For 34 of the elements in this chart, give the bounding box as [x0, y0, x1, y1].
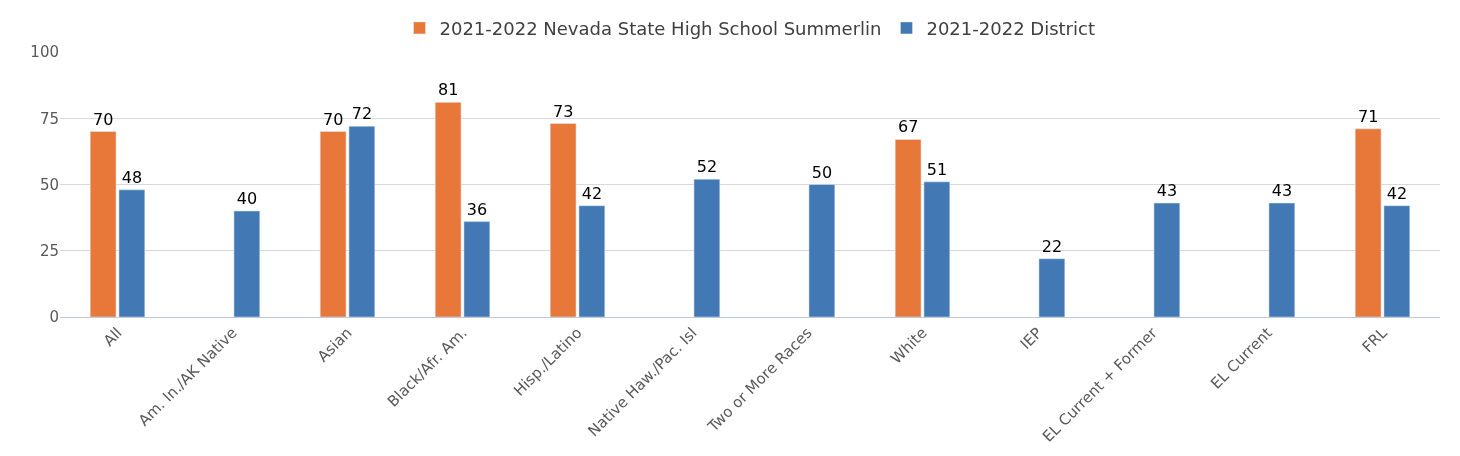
data-label: 40 — [236, 189, 258, 208]
data-label: 43 — [1156, 181, 1178, 201]
data-label: 70 — [92, 109, 114, 129]
bar — [1268, 202, 1296, 317]
data-label: 81 — [437, 80, 459, 100]
y-tick-label: 100 — [30, 43, 59, 62]
bar — [1153, 202, 1181, 317]
data-label: 67 — [897, 117, 919, 137]
y-tick-label: 0 — [49, 308, 59, 327]
legend-label: 2021-2022 District — [926, 17, 1095, 39]
data-label: 52 — [696, 157, 718, 177]
data-label: 50 — [811, 162, 833, 182]
data-label: 70 — [322, 109, 344, 129]
data-label: 36 — [466, 199, 488, 219]
data-label: 22 — [1041, 236, 1063, 256]
data-label: 72 — [351, 104, 373, 124]
y-tick-label: 50 — [39, 175, 59, 194]
data-label: 71 — [1357, 106, 1379, 126]
legend-label: 2021-2022 Nevada State High School Summerlin — [439, 17, 882, 39]
data-label: 73 — [552, 101, 574, 121]
data-label: 51 — [926, 159, 948, 179]
y-tick-label: 75 — [39, 109, 59, 128]
x-tick-label: IEP — [1016, 323, 1046, 353]
data-label: 48 — [121, 167, 143, 187]
y-tick-label: 25 — [39, 242, 59, 260]
bar — [808, 184, 836, 317]
bar — [233, 210, 261, 317]
data-label: 43 — [1271, 181, 1293, 201]
bar — [1038, 258, 1066, 317]
x-tick-label: FRL — [1358, 323, 1392, 357]
data-label: 42 — [1386, 183, 1408, 203]
x-tick-label: All — [99, 323, 126, 350]
data-label: 42 — [581, 183, 603, 203]
bar — [693, 178, 721, 317]
